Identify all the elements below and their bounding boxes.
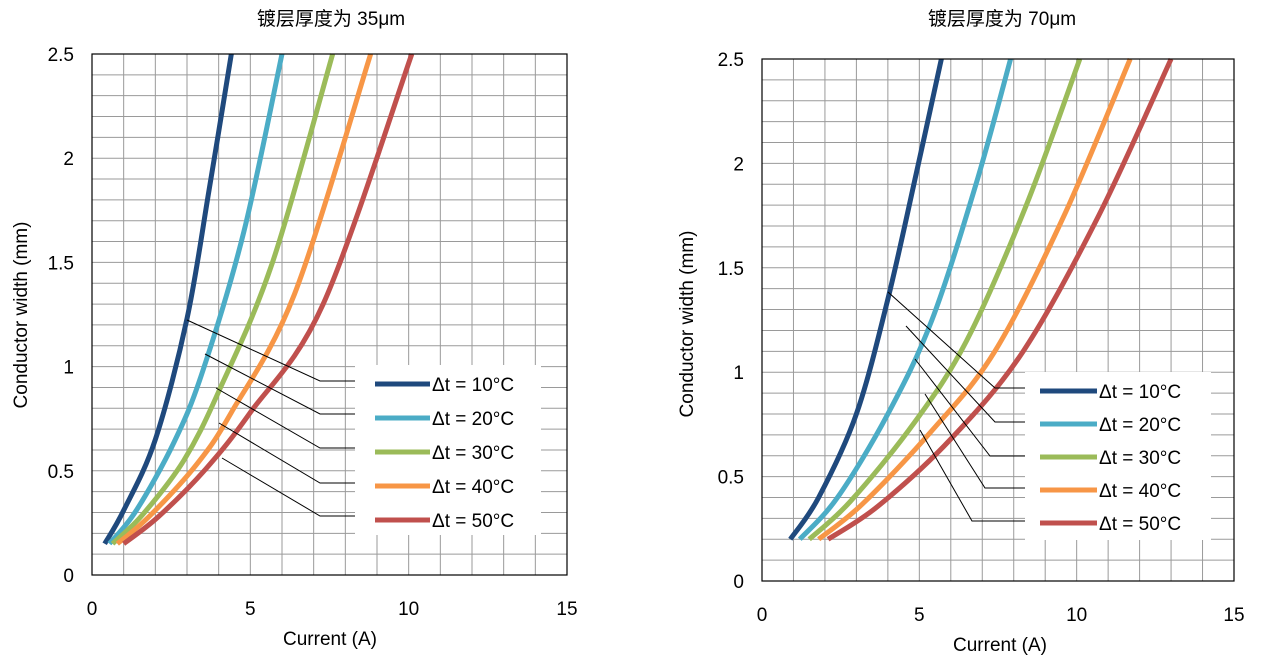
y-tick-label: 2.5 (48, 45, 74, 66)
leader-line (924, 393, 1025, 489)
series-layer (788, 57, 1174, 542)
x-tick-label: 0 (87, 599, 98, 620)
legend-label: Δt = 40°C (1099, 481, 1181, 502)
series-line (807, 58, 1083, 542)
x-tick-labels: 0 5 10 15 (757, 605, 1245, 626)
leader-line (905, 325, 1025, 423)
y-tick-label: 1 (733, 363, 744, 384)
legend: Δt = 10°C Δt = 20°C Δt = 30°C Δt = 40°C Δt =… (355, 365, 541, 535)
x-tick-label: 5 (914, 605, 925, 626)
x-tick-label: 15 (556, 599, 577, 620)
y-tick-label: 1.5 (48, 253, 74, 274)
x-tick-label: 15 (1223, 605, 1244, 626)
leader-line (218, 422, 355, 484)
series-line (110, 53, 336, 546)
series-line (102, 53, 234, 546)
x-tick-label: 5 (245, 599, 256, 620)
x-tick-labels: 0 5 10 15 (87, 599, 578, 620)
leader-lines (887, 291, 1025, 522)
y-tick-label: 2 (63, 149, 74, 170)
series-line (115, 53, 374, 546)
chart-70um: 镀层厚度为 70μm 0 5 10 15 0 0.5 1 1.5 2 2.5 Current (… (677, 8, 1245, 656)
legend-label: Δt = 50°C (432, 511, 514, 532)
chart-title: 镀层厚度为 70μm (928, 8, 1076, 30)
leader-line (204, 353, 355, 415)
leader-line (186, 319, 355, 382)
leader-line (887, 291, 1025, 389)
legend-label: Δt = 50°C (1099, 514, 1181, 535)
y-tick-labels: 0 0.5 1 1.5 2 2.5 (718, 50, 744, 593)
series-line (788, 58, 944, 541)
leader-line (215, 387, 355, 449)
y-axis-label: Conductor width (mm) (11, 222, 32, 409)
series-line (107, 53, 285, 546)
series-layer (102, 53, 415, 546)
x-tick-label: 10 (1066, 605, 1087, 626)
y-tick-label: 2.5 (718, 50, 744, 71)
x-tick-label: 0 (757, 605, 768, 626)
legend-label: Δt = 40°C (432, 477, 514, 498)
series-line (797, 58, 1013, 541)
y-tick-label: 1.5 (718, 259, 744, 280)
y-tick-label: 0.5 (48, 462, 74, 483)
plot-frame (761, 58, 1235, 582)
leader-line (221, 457, 355, 517)
leader-lines (186, 319, 355, 517)
x-axis-label: Current (A) (283, 629, 377, 650)
chart-35um: 镀层厚度为 35μm 0 5 10 15 0 0.5 1 1.5 2 2.5 Current (… (11, 8, 578, 650)
series-line (817, 58, 1133, 542)
legend: Δt = 10°C Δt = 20°C Δt = 30°C Δt = 40°C Δt =… (1025, 372, 1211, 540)
legend-label: Δt = 10°C (1099, 382, 1181, 403)
y-tick-label: 0.5 (718, 468, 744, 489)
y-tick-label: 0 (733, 572, 744, 593)
legend-label: Δt = 10°C (432, 375, 514, 396)
plot-frame (91, 53, 568, 576)
y-tick-label: 0 (63, 566, 74, 587)
y-axis-label: Conductor width (mm) (677, 231, 698, 418)
legend-label: Δt = 20°C (432, 409, 514, 430)
x-axis-label: Current (A) (953, 635, 1047, 656)
leader-line (914, 358, 1025, 457)
y-tick-labels: 0 0.5 1 1.5 2 2.5 (48, 45, 74, 587)
series-line (826, 57, 1174, 542)
leader-line (919, 429, 1025, 522)
y-tick-label: 2 (733, 154, 744, 175)
legend-label: Δt = 30°C (1099, 448, 1181, 469)
legend-label: Δt = 30°C (432, 443, 514, 464)
series-line (122, 53, 415, 546)
x-tick-label: 10 (398, 599, 419, 620)
legend-label: Δt = 20°C (1099, 415, 1181, 436)
chart-title: 镀层厚度为 35μm (257, 8, 405, 30)
y-tick-label: 1 (63, 358, 74, 379)
